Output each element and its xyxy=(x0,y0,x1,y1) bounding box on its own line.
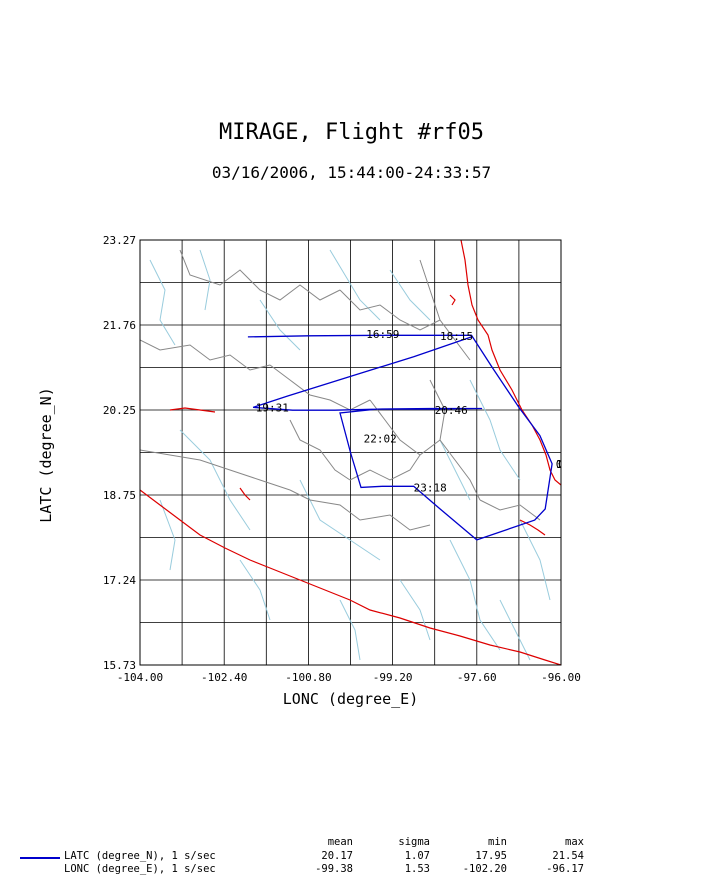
stats-header-min: min xyxy=(488,836,507,848)
stats-value: 21.54 xyxy=(552,850,584,862)
stats-value: 20.17 xyxy=(321,850,353,862)
x-tick-label: -104.00 xyxy=(117,671,163,684)
time-annotation: 23:18 xyxy=(414,481,447,494)
y-tick-label: 23.27 xyxy=(103,234,136,247)
stats-value: -99.38 xyxy=(315,863,353,875)
stats-header-mean: mean xyxy=(327,836,353,848)
plot-frame xyxy=(139,239,562,666)
stats-value: 17.95 xyxy=(475,850,507,862)
stats-value: 1.53 xyxy=(404,863,430,875)
flight-track-line xyxy=(247,334,553,541)
x-tick-label: -97.60 xyxy=(457,671,497,684)
x-tick-label: -100.80 xyxy=(285,671,331,684)
chart-title: MIRAGE, Flight #rf05 xyxy=(219,120,484,145)
x-axis-label: LONC (degree_E) xyxy=(282,690,419,708)
state-borders xyxy=(140,249,541,531)
stats-header-max: max xyxy=(565,836,584,848)
chart-subtitle: 03/16/2006, 15:44:00-24:33:57 xyxy=(211,163,492,182)
time-annotation: 19:31 xyxy=(256,401,289,414)
stats-row-label: LATC (degree_N), 1 s/sec xyxy=(64,850,216,862)
coastline xyxy=(140,240,561,665)
river-lines xyxy=(149,249,551,661)
time-annotation: 18:15 xyxy=(440,330,473,343)
stats-value: -102.20 xyxy=(462,863,507,875)
y-tick-label: 20.25 xyxy=(103,404,136,417)
x-tick-label: -102.40 xyxy=(201,671,247,684)
stats-value: 1.07 xyxy=(404,850,430,862)
time-annotation: 09:33 xyxy=(556,458,589,471)
x-tick-label: -99.20 xyxy=(373,671,413,684)
time-annotation: 20:46 xyxy=(435,404,468,417)
stats-value: -96.17 xyxy=(546,863,584,875)
legend-line-icon xyxy=(20,857,60,859)
x-tick-label: -96.00 xyxy=(541,671,581,684)
y-tick-label: 21.76 xyxy=(103,319,136,332)
time-annotation: 16:59 xyxy=(366,328,399,341)
y-tick-label: 17.24 xyxy=(103,574,136,587)
stats-header-sigma: sigma xyxy=(398,836,430,848)
time-annotation: 15:44 xyxy=(556,458,589,471)
stats-row-label: LONC (degree_E), 1 s/sec xyxy=(64,863,216,875)
y-axis-label: LATC (degree_N) xyxy=(37,387,55,523)
grid-lines xyxy=(140,240,561,665)
y-tick-label: 18.75 xyxy=(103,489,136,502)
y-tick-label: 15.73 xyxy=(103,659,136,672)
time-annotation: 22:02 xyxy=(364,432,397,445)
